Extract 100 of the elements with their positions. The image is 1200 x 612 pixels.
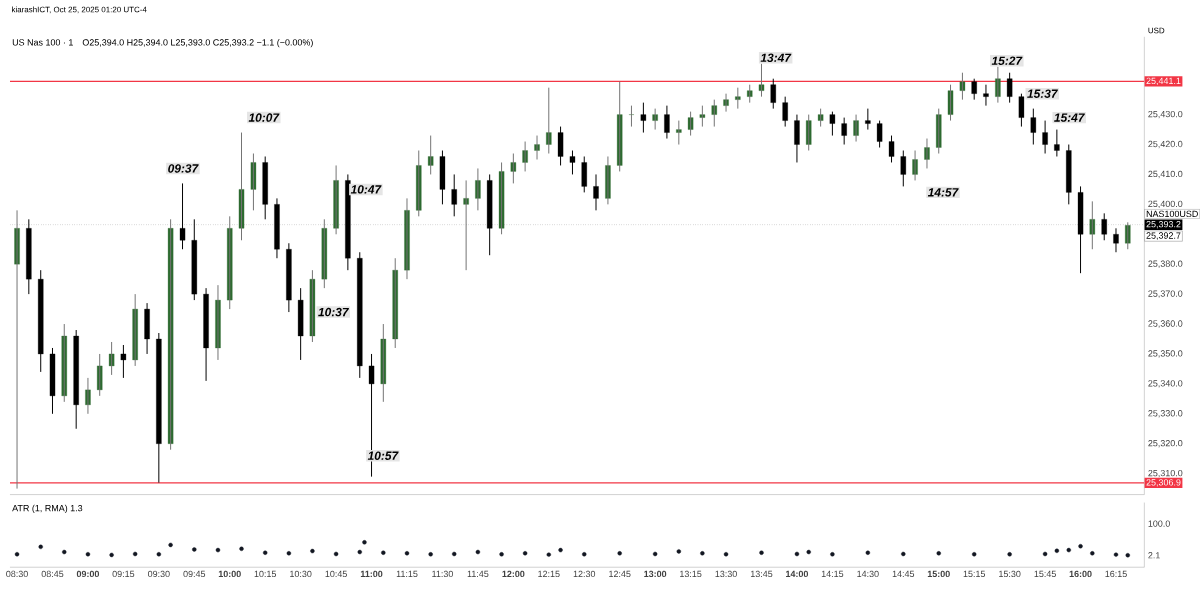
point [192, 547, 197, 552]
x-tick-label: 09:45 [183, 570, 206, 578]
x-tick-label: 12:45 [609, 570, 631, 578]
candlestick [120, 344, 127, 379]
x-tick-label: 13:15 [680, 570, 702, 578]
x-tick-label: 12:30 [573, 570, 596, 578]
x-tick-label: 14:45 [892, 570, 915, 578]
candlestick [936, 108, 942, 154]
point [830, 552, 835, 557]
point [1125, 553, 1130, 558]
point [546, 552, 551, 557]
y-tick-label: 25,400.0 [1148, 200, 1183, 209]
candlestick [616, 81, 623, 172]
candlestick [876, 120, 883, 149]
candlestick [167, 218, 174, 451]
chart-title: ATR (1, RMA) 1.3 [12, 504, 83, 514]
candlestick [888, 135, 895, 163]
candlestick [829, 111, 836, 137]
x-tick-label: 12:15 [538, 570, 560, 578]
candlestick [841, 117, 847, 146]
point [85, 552, 91, 557]
candlestick [250, 153, 257, 211]
x-tick-label: 09:00 [76, 570, 100, 578]
point [168, 542, 173, 548]
x-tick-label: 14:15 [821, 570, 844, 578]
annotation: 10:37 [318, 307, 349, 317]
x-tick-label: 15:45 [1034, 570, 1056, 578]
point [723, 552, 729, 557]
point [676, 549, 682, 554]
point [404, 551, 410, 556]
point [357, 549, 362, 555]
point [215, 547, 221, 553]
candlestick [392, 257, 398, 349]
y-tick-label: 25,360.0 [1148, 320, 1183, 328]
candlestick [1066, 144, 1072, 205]
candlestick [900, 150, 906, 187]
point [759, 550, 764, 555]
point [362, 540, 367, 545]
point [286, 551, 292, 556]
candlestick [108, 341, 115, 376]
point [1007, 552, 1012, 557]
point [617, 551, 622, 556]
point [452, 551, 457, 557]
y-tick-label: 25,340.0 [1148, 380, 1183, 388]
y-tick-label: 25,310.0 [1148, 469, 1183, 478]
candlestick [357, 251, 363, 379]
point [1054, 548, 1060, 553]
x-tick-label: 11:15 [396, 570, 418, 578]
annotation: 10:07 [248, 113, 280, 122]
x-tick-label: 13:00 [644, 570, 667, 578]
candlestick [817, 108, 824, 128]
x-tick-label: 13:30 [715, 570, 737, 578]
candlestick [49, 347, 56, 415]
x-tick-label: 08:30 [6, 570, 28, 578]
point [1078, 544, 1083, 549]
x-tick-label: 10:00 [218, 570, 241, 578]
candlestick [947, 84, 954, 122]
chart-subtitle: O25,394.0 H25,394.0 L25,393.0 C25,393.2 −1.1 (−0.00%) [82, 39, 313, 48]
y-tick-label: 25,320.0 [1148, 440, 1183, 448]
point [1042, 551, 1048, 557]
x-tick-label: 15:30 [999, 570, 1021, 578]
x-tick-label: 14:00 [786, 570, 809, 578]
x-tick-label: 15:00 [927, 570, 950, 578]
x-tick-label: 12:00 [502, 570, 525, 578]
candlestick [628, 105, 635, 128]
annotation: 09:37 [168, 164, 199, 173]
annotation: 10:47 [350, 185, 382, 194]
point [499, 552, 504, 557]
y-tick-label: 25,370.0 [1148, 290, 1183, 298]
candlestick [806, 114, 812, 152]
point [109, 552, 114, 558]
candlestick [782, 96, 788, 128]
candlestick [699, 105, 706, 128]
x-tick-label: 10:15 [254, 570, 277, 578]
candlestick [262, 155, 268, 220]
candlestick [959, 72, 966, 101]
candlestick [26, 218, 32, 295]
point [381, 550, 386, 555]
candlestick [73, 329, 79, 430]
point [428, 552, 433, 557]
candlestick [321, 218, 328, 289]
x-tick-label: 09:15 [112, 570, 135, 578]
x-tick-label: 13:45 [750, 570, 773, 578]
candlestick [1030, 108, 1037, 146]
annotation: 15:47 [1054, 113, 1085, 122]
point [936, 551, 941, 556]
candlestick [758, 63, 765, 98]
x-tick-label: 09:30 [147, 570, 170, 578]
ref-line-label: 25,393.2 [1146, 221, 1181, 229]
point [239, 546, 244, 551]
point [522, 551, 528, 556]
x-tick-label: 10:30 [290, 570, 312, 578]
ref-line-label: 25,441.1 [1146, 77, 1181, 86]
y-tick-label: 25,410.0 [1148, 170, 1183, 179]
candlestick [38, 269, 44, 373]
candlestick [132, 293, 138, 367]
annotation: 13:47 [760, 53, 792, 62]
candlestick [1089, 200, 1096, 250]
candlestick [61, 323, 67, 403]
point [14, 552, 20, 557]
